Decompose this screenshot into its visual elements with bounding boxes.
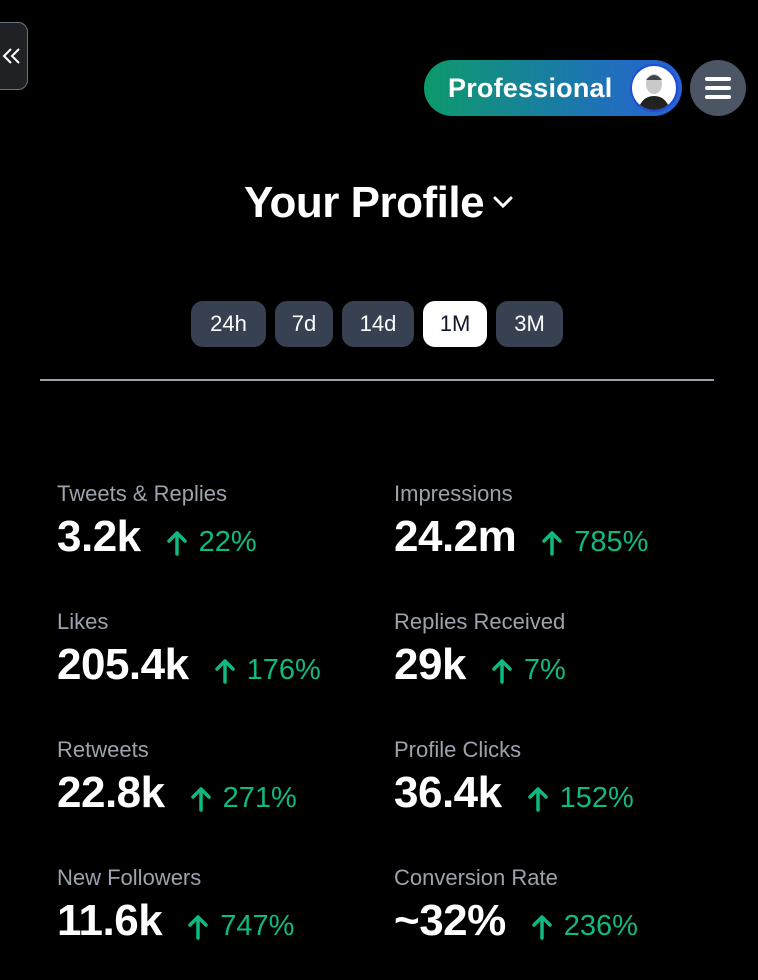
stat-impressions: Impressions 24.2m 785%	[394, 481, 724, 563]
page-title: Your Profile	[243, 178, 485, 227]
collapse-sidebar-button[interactable]	[0, 22, 28, 90]
stat-profile-clicks: Profile Clicks 36.4k 152%	[394, 737, 724, 819]
hamburger-line	[705, 95, 731, 99]
stat-change: 785%	[542, 526, 648, 559]
stat-change: 236%	[532, 910, 638, 943]
profile-selector[interactable]: Your Profile	[0, 178, 758, 228]
stat-change: 176%	[214, 654, 321, 687]
arrow-up-icon	[532, 914, 552, 940]
stat-value: 205.4k	[57, 640, 189, 689]
stat-value: 11.6k	[57, 896, 163, 945]
plan-label: Professional	[448, 72, 613, 103]
stat-retweets: Retweets 22.8k 271%	[57, 737, 387, 819]
stat-replies-received: Replies Received 29k 7%	[394, 609, 724, 691]
stat-change: 152%	[527, 782, 634, 815]
stat-change: 7%	[492, 654, 566, 687]
arrow-up-icon	[188, 914, 208, 940]
arrow-up-icon	[542, 530, 563, 556]
stat-label: Replies Received	[394, 609, 566, 634]
stat-tweets-replies: Tweets & Replies 3.2k 22%	[57, 481, 387, 563]
arrow-up-icon	[190, 786, 211, 812]
arrow-up-icon	[166, 530, 187, 556]
stat-change-value: 22%	[198, 526, 257, 558]
double-chevron-left-icon	[2, 48, 20, 64]
stat-label: Profile Clicks	[394, 737, 522, 762]
stat-value: 36.4k	[394, 768, 502, 817]
range-tab-24h[interactable]: 24h	[191, 301, 266, 347]
stat-change: 22%	[166, 526, 257, 559]
stat-change-value: 152%	[559, 782, 634, 814]
stat-conversion-rate: Conversion Rate ~32% 236%	[394, 865, 724, 947]
stat-label: Impressions	[394, 481, 513, 506]
stat-label: Tweets & Replies	[57, 481, 227, 506]
range-tab-7d[interactable]: 7d	[275, 301, 333, 347]
stat-change-value: 7%	[523, 654, 566, 686]
stat-change-value: 747%	[220, 910, 295, 942]
stat-new-followers: New Followers 11.6k 747%	[57, 865, 387, 947]
stat-change-value: 271%	[222, 782, 297, 814]
avatar[interactable]	[630, 64, 678, 112]
stat-change: 271%	[190, 782, 297, 815]
hamburger-icon	[705, 77, 731, 81]
stat-change-value: 176%	[246, 654, 321, 686]
arrow-up-icon	[214, 658, 235, 684]
arrow-up-icon	[527, 786, 548, 812]
range-tab-3m[interactable]: 3M	[496, 301, 563, 347]
stat-value: 24.2m	[394, 512, 517, 561]
stat-label: New Followers	[57, 865, 202, 890]
hamburger-line	[705, 86, 731, 90]
menu-button[interactable]	[690, 60, 746, 116]
arrow-up-icon	[492, 658, 512, 684]
range-tab-14d[interactable]: 14d	[342, 301, 414, 347]
professional-badge[interactable]: Professional	[424, 60, 682, 116]
stat-change-value: 785%	[574, 526, 649, 558]
stat-label: Retweets	[57, 737, 149, 762]
stat-change-value: 236%	[563, 910, 638, 942]
stat-likes: Likes 205.4k 176%	[57, 609, 387, 691]
time-range-tabs: 24h 7d 14d 1M 3M	[191, 301, 563, 347]
stat-label: Likes	[57, 609, 109, 634]
stat-value: 3.2k	[57, 512, 141, 561]
stat-label: Conversion Rate	[394, 865, 558, 890]
stat-value: 22.8k	[57, 768, 165, 817]
stat-value: 29k	[394, 640, 466, 689]
chevron-down-icon	[493, 196, 513, 209]
stat-change: 747%	[188, 910, 294, 943]
stat-value: ~32%	[394, 896, 506, 945]
divider	[40, 379, 714, 381]
range-tab-1m[interactable]: 1M	[423, 301, 487, 347]
